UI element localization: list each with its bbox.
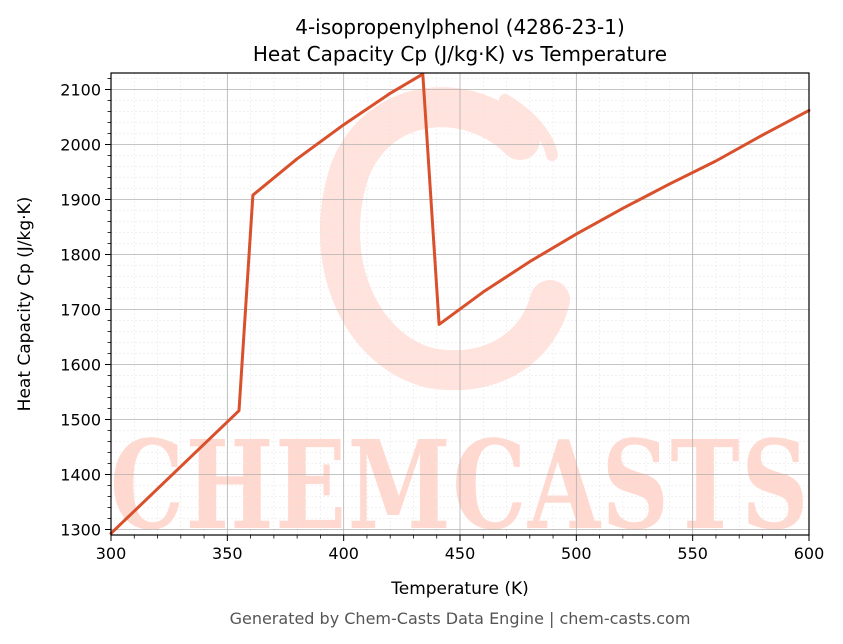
chart-title-line1: 4-isopropenylphenol (4286-23-1): [295, 15, 625, 39]
x-tick-label: 450: [445, 544, 476, 563]
x-axis-label: Temperature (K): [390, 579, 529, 599]
y-axis-minor-ticks: [107, 78, 111, 519]
y-tick-label: 2100: [60, 81, 101, 100]
y-tick-label: 1400: [60, 466, 101, 485]
x-tick-label: 500: [561, 544, 592, 563]
y-tick-label: 1800: [60, 246, 101, 265]
x-tick-label: 550: [677, 544, 708, 563]
y-axis-ticks: 1300 1400 1500 1600 1700 1800 1900 2000 2100: [60, 81, 111, 540]
data-series: [109, 72, 811, 535]
x-tick-label: 600: [794, 544, 825, 563]
chart-title-line2: Heat Capacity Cp (J/kg·K) vs Temperature: [253, 42, 667, 66]
y-tick-label: 1700: [60, 301, 101, 320]
x-axis-minor-ticks: [133, 535, 787, 539]
footer-credit: Generated by Chem-Casts Data Engine | ch…: [230, 609, 691, 628]
x-tick-label: 400: [328, 544, 359, 563]
watermark-c-logo: [319, 87, 570, 391]
x-axis-ticks: 300 350 400 450 500 550 600: [96, 535, 825, 563]
y-tick-label: 2000: [60, 136, 101, 155]
y-tick-label: 1900: [60, 191, 101, 210]
x-tick-label: 350: [212, 544, 243, 563]
watermark: CHEMCASTS: [110, 87, 810, 557]
y-tick-label: 1600: [60, 356, 101, 375]
x-tick-label: 300: [96, 544, 127, 563]
y-tick-label: 1300: [60, 521, 101, 540]
y-tick-label: 1500: [60, 411, 101, 430]
series-line-0: [109, 72, 811, 535]
watermark-text: CHEMCASTS: [110, 413, 810, 557]
y-axis-label: Heat Capacity Cp (J/kg·K): [15, 197, 35, 412]
